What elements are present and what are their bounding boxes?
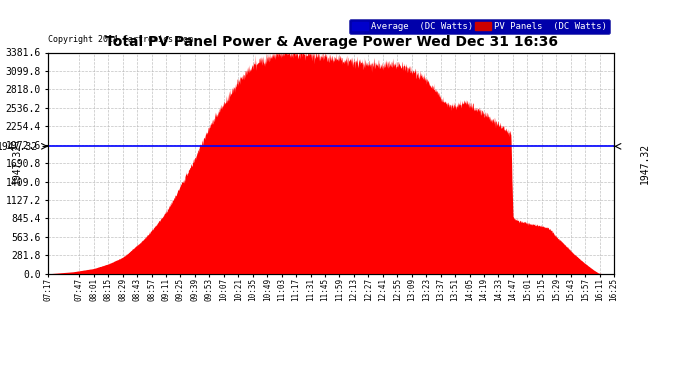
Title: Total PV Panel Power & Average Power Wed Dec 31 16:36: Total PV Panel Power & Average Power Wed… [105,34,558,48]
Text: Copyright 2014 Cartronics.com: Copyright 2014 Cartronics.com [48,34,193,44]
Legend: Average  (DC Watts), PV Panels  (DC Watts): Average (DC Watts), PV Panels (DC Watts) [349,20,609,34]
Text: 1947.32: 1947.32 [640,142,650,184]
Text: 1947.32: 1947.32 [12,142,22,184]
